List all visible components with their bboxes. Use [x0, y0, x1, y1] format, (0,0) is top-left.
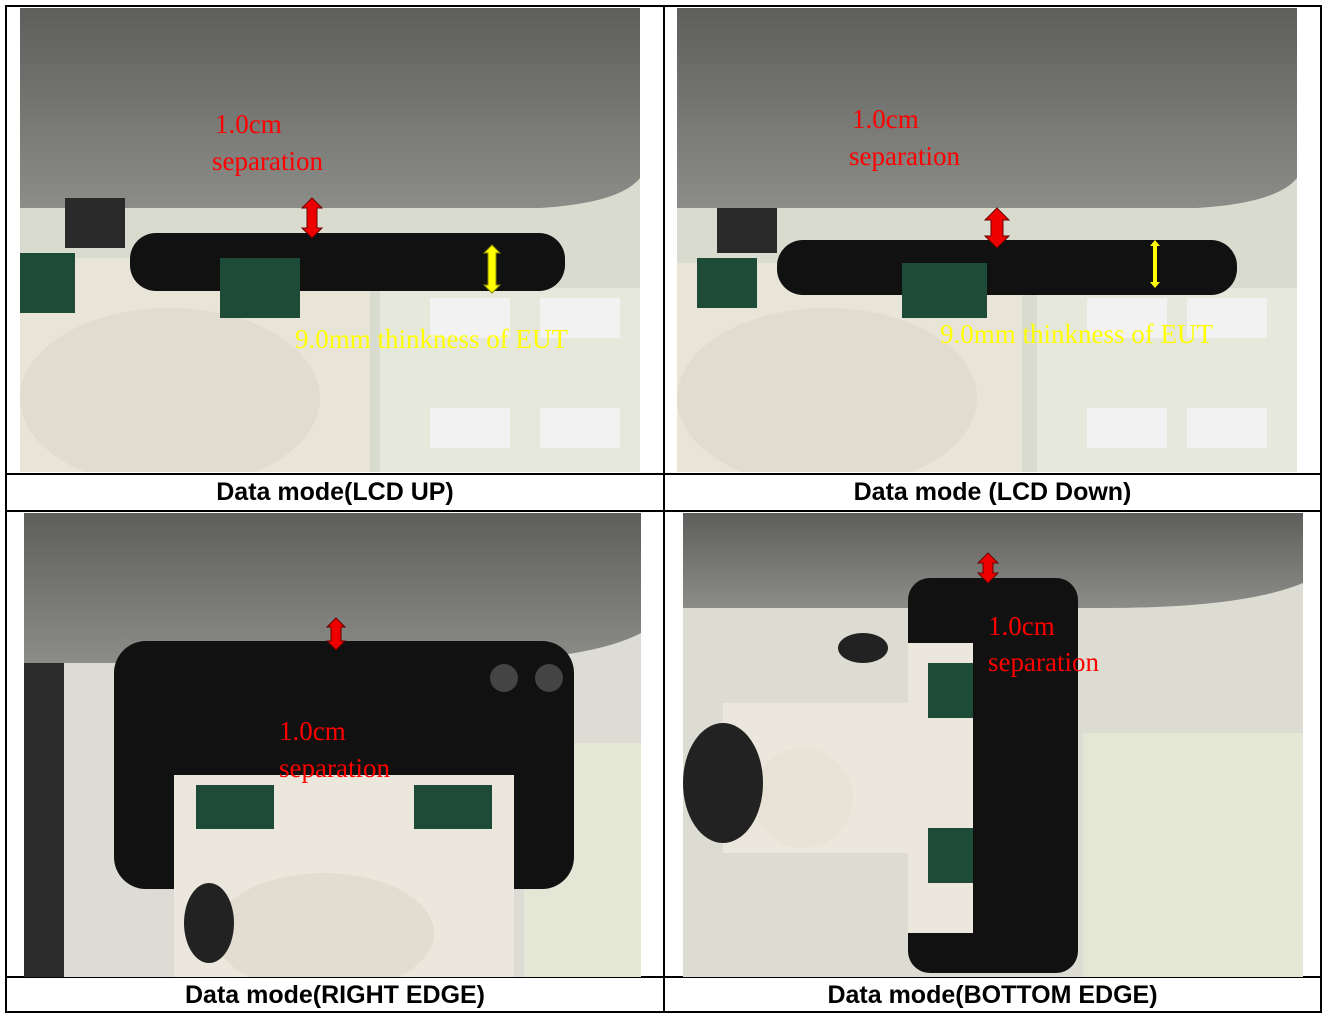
border: [5, 5, 7, 1013]
photo-right-edge: 1.0cm separation: [24, 513, 641, 977]
annotation: separation: [212, 146, 323, 176]
border: [5, 976, 1322, 978]
caption: Data mode(BOTTOM EDGE): [827, 981, 1158, 1009]
annotation: separation: [988, 647, 1099, 677]
annotation: 1.0cm: [988, 611, 1055, 641]
photo-lcd-down: 1.0cm separation 9.0mm thinkness of EUT: [677, 8, 1297, 472]
annotation: 9.0mm thinkness of EUT: [295, 324, 568, 354]
photo-lcd-up: 1.0cm separation 9.0mm thinkness of EUT: [20, 8, 640, 472]
border: [663, 5, 665, 1013]
caption: Data mode(RIGHT EDGE): [184, 981, 486, 1009]
border: [1320, 5, 1322, 1013]
annotation: separation: [849, 141, 960, 171]
caption: Data mode(LCD UP): [216, 478, 454, 506]
annotation: 1.0cm: [279, 716, 346, 746]
annotation: 9.0mm thinkness of EUT: [940, 319, 1213, 349]
annotation: separation: [279, 753, 390, 783]
annotation: 1.0cm: [215, 109, 282, 139]
border: [5, 510, 1322, 512]
photo-bottom-edge: 1.0cm separation: [683, 513, 1303, 977]
caption: Data mode (LCD Down): [853, 478, 1132, 506]
border: [5, 473, 1322, 475]
annotation: 1.0cm: [852, 104, 919, 134]
